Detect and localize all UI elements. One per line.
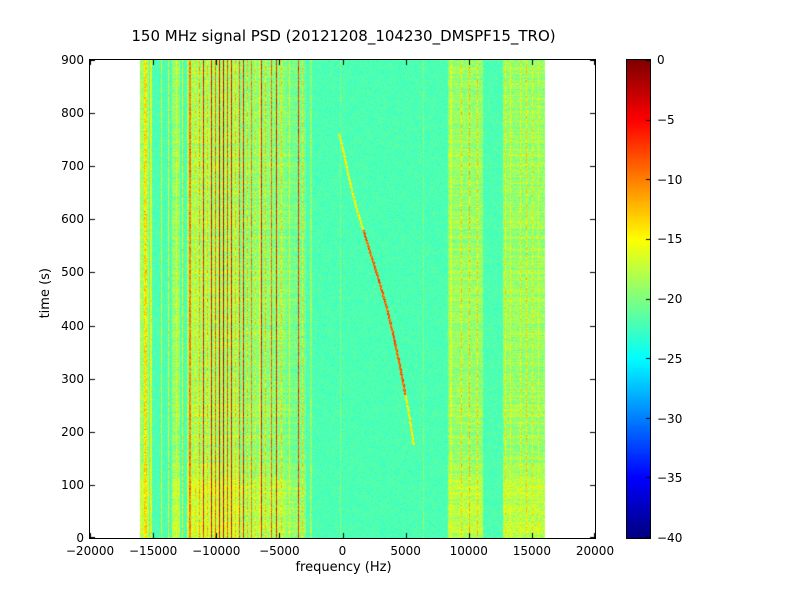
colorbar-tick-label: 0 <box>657 53 665 67</box>
x-tick-label: −15000 <box>129 544 178 558</box>
y-tick-label: 300 <box>61 371 84 386</box>
colorbar-tick-label: −40 <box>657 531 683 545</box>
y-tick-label: 200 <box>61 424 84 439</box>
x-tick-label: −10000 <box>192 544 241 558</box>
chart-title: 150 MHz signal PSD (20121208_104230_DMSP… <box>131 27 556 45</box>
colorbar-tick-label: −20 <box>657 292 683 306</box>
spectrogram-heatmap <box>90 60 595 538</box>
colorbar-tick-label: −5 <box>657 112 675 127</box>
x-tick-label: 5000 <box>390 544 421 558</box>
x-tick-label: 0 <box>338 544 347 558</box>
y-tick-label: 700 <box>61 159 84 174</box>
y-tick-label: 400 <box>61 318 84 333</box>
y-tick-label: 900 <box>61 53 84 67</box>
plot-area <box>89 59 596 539</box>
colorbar-gradient <box>627 60 650 538</box>
y-tick-label: 100 <box>61 477 84 492</box>
y-tick-label: 600 <box>61 212 84 227</box>
colorbar <box>626 59 651 539</box>
colorbar-tick-label: −10 <box>657 172 683 187</box>
x-tick-label: 10000 <box>449 544 488 558</box>
x-tick-label: 15000 <box>512 544 551 558</box>
colorbar-tick-label: −30 <box>657 411 683 426</box>
x-axis-label: frequency (Hz) <box>295 560 392 575</box>
colorbar-tick-label: −25 <box>657 351 683 366</box>
y-tick-label: 0 <box>76 531 84 545</box>
y-tick-label: 500 <box>61 265 84 280</box>
colorbar-tick-label: −35 <box>657 471 683 486</box>
x-tick-label: −5000 <box>259 544 300 558</box>
x-tick-label: −20000 <box>65 544 115 558</box>
x-tick-label: 20000 <box>575 544 615 558</box>
colorbar-tick-label: −15 <box>657 232 683 247</box>
y-tick-label: 800 <box>61 106 84 121</box>
